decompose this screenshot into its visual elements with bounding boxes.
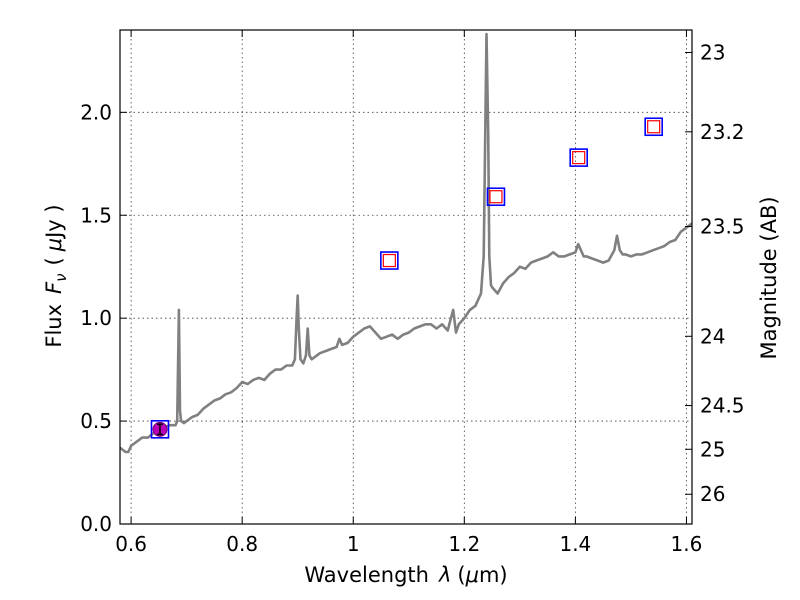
x-tick-label: 0.8 bbox=[226, 532, 258, 556]
y2-tick-label: 23.5 bbox=[700, 214, 745, 238]
y-tick-label: 0.0 bbox=[80, 512, 112, 536]
x-tick-label: 1.4 bbox=[559, 532, 591, 556]
x-axis-label-mu: μ bbox=[465, 563, 479, 587]
y-axis-label: Flux Fν ( μJy ) bbox=[42, 204, 70, 347]
model-flux-marker bbox=[572, 151, 586, 165]
x-axis-label-symbol: λ bbox=[438, 563, 451, 587]
x-axis-label-prefix: Wavelength bbox=[304, 563, 429, 587]
y2-tick-label: 23 bbox=[700, 40, 725, 64]
y2-axis-label: Magnitude (AB) bbox=[757, 196, 781, 359]
y-axis-ticks: 0.0 0.5 1.0 1.5 2.0 bbox=[80, 100, 127, 536]
y2-tick-label: 24 bbox=[700, 324, 725, 348]
x-tick-label: 0.6 bbox=[115, 532, 147, 556]
y2-tick-label: 25 bbox=[700, 437, 725, 461]
plot-frame bbox=[119, 29, 693, 525]
x-axis-label-unit: m) bbox=[479, 563, 508, 587]
band-flux-box bbox=[486, 187, 506, 207]
y-axis-label-mu: μ bbox=[42, 238, 66, 252]
y2-tick-label: 23.2 bbox=[700, 120, 745, 144]
photometry-points bbox=[150, 117, 663, 439]
y-axis-label-prefix: Flux bbox=[42, 304, 66, 348]
y2-axis-ticks: 23 23.2 23.5 24 24.5 25 26 bbox=[685, 40, 745, 506]
y-tick-label: 2.0 bbox=[80, 100, 112, 124]
model-flux-marker bbox=[489, 190, 503, 204]
y-axis-label-unit: Jy ) bbox=[42, 204, 66, 240]
spectrum-layer bbox=[120, 32, 692, 454]
band-flux-box bbox=[380, 251, 399, 270]
y2-tick-label: 26 bbox=[700, 482, 725, 506]
y-axis-label-symbol: F bbox=[42, 281, 66, 294]
y-tick-label: 1.0 bbox=[80, 306, 112, 330]
x-tick-label: 1.2 bbox=[448, 532, 480, 556]
x-axis-ticks: 0.6 0.8 1 1.2 1.4 1.6 bbox=[115, 30, 702, 556]
band-flux-box bbox=[644, 117, 663, 137]
spectrum-line bbox=[120, 32, 692, 454]
band-flux-box bbox=[569, 148, 589, 167]
y-axis-label-paren: ( bbox=[42, 257, 66, 265]
x-tick-label: 1 bbox=[347, 532, 360, 556]
y-tick-label: 0.5 bbox=[80, 409, 112, 433]
y-tick-label: 1.5 bbox=[80, 203, 112, 227]
x-axis-label: Wavelength λ (μm) bbox=[304, 563, 507, 587]
model-flux-marker bbox=[647, 120, 661, 134]
grid-lines bbox=[120, 30, 692, 525]
y-axis-label-sub: ν bbox=[52, 273, 70, 281]
model-flux-marker bbox=[382, 253, 396, 268]
y2-tick-label: 24.5 bbox=[700, 394, 745, 418]
band-flux-box bbox=[150, 420, 170, 439]
x-axis-label-paren: ( bbox=[457, 563, 465, 587]
x-tick-label: 1.6 bbox=[671, 532, 703, 556]
